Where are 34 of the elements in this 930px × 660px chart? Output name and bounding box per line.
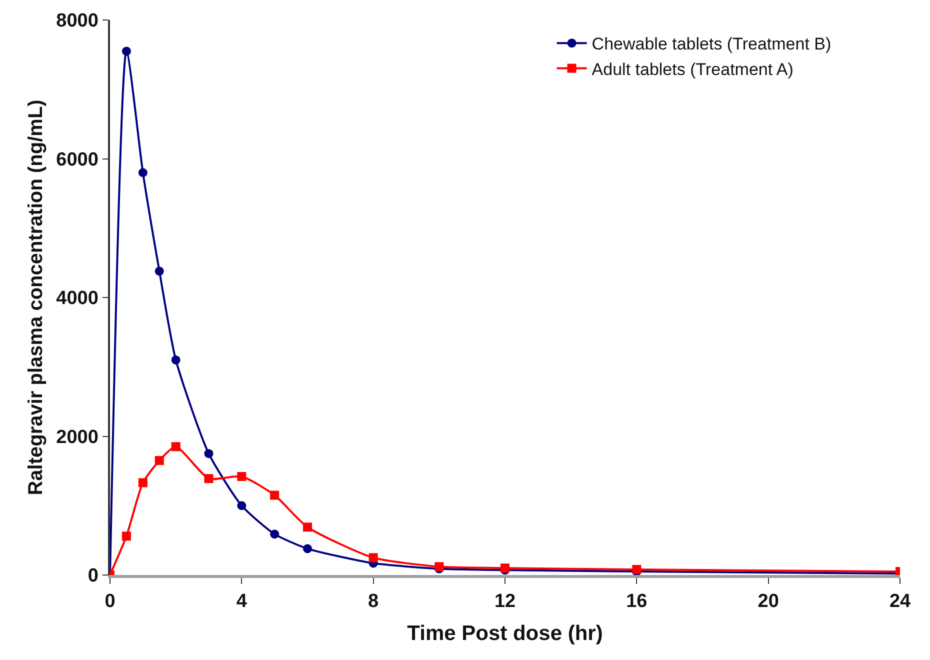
point <box>204 449 214 458</box>
point <box>270 490 280 500</box>
point <box>632 564 642 574</box>
x-tick-label: 20 <box>758 590 779 612</box>
x-tick-label: 12 <box>494 590 516 612</box>
legend-label: Adult tablets (Treatment A) <box>592 60 794 79</box>
point <box>171 355 180 364</box>
x-tick-label: 0 <box>104 590 116 612</box>
x-tick-label: 24 <box>889 590 911 612</box>
point <box>138 168 148 178</box>
point <box>171 442 180 452</box>
point <box>303 544 312 554</box>
point <box>303 522 312 532</box>
y-tick-label: 8000 <box>56 10 98 32</box>
point <box>237 472 246 481</box>
point <box>154 266 164 276</box>
y-tick-label: 0 <box>88 566 98 587</box>
y-tick-label: 4000 <box>56 288 98 310</box>
legend-label: Chewable tablets (Treatment B) <box>592 34 832 54</box>
point <box>368 553 378 562</box>
point <box>270 530 280 539</box>
y-tick-label: 2000 <box>56 426 98 448</box>
x-axis-title: Time Post dose (hr) <box>407 622 603 645</box>
y-axis-title: Raltegravir plasma concentration (ng/mL) <box>25 100 48 496</box>
point <box>122 46 131 56</box>
point <box>204 474 214 484</box>
y-tick-label: 6000 <box>56 149 98 170</box>
x-tick-label: 16 <box>626 590 648 612</box>
x-tick-label: 8 <box>368 590 379 612</box>
x-tick-label: 4 <box>236 590 248 612</box>
point <box>138 478 148 488</box>
point <box>154 456 164 466</box>
point <box>237 501 246 510</box>
point <box>122 532 131 541</box>
